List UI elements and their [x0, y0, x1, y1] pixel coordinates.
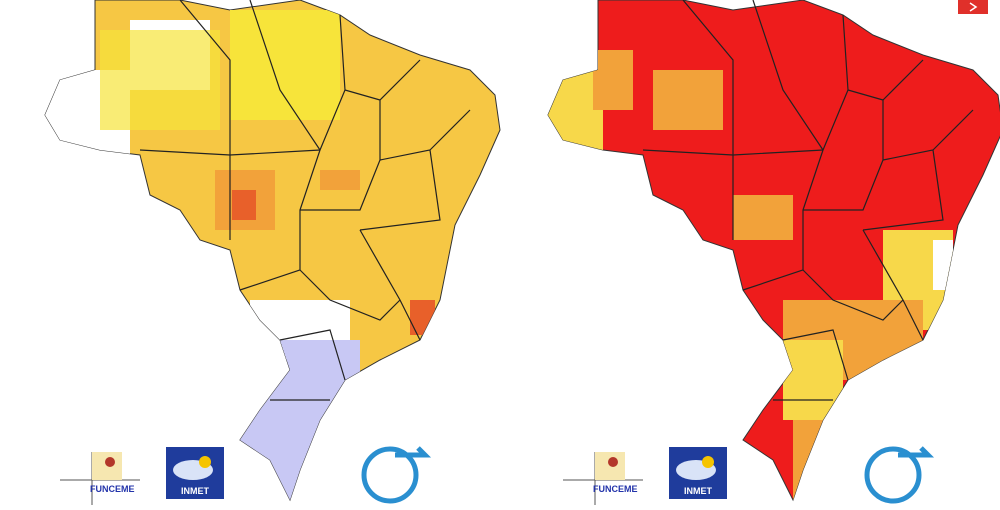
logo-funceme: FUNCEME [60, 452, 140, 505]
logo-label: INMET [684, 486, 713, 496]
logo-label: FUNCEME [90, 484, 135, 494]
logo-inpe [864, 446, 935, 504]
logo-inmet: INMET [166, 447, 224, 499]
logo-inpe [361, 446, 432, 504]
map-panel: FUNCEME INMET [547, 0, 1000, 505]
close-button[interactable] [958, 0, 988, 14]
logo-inmet: INMET [669, 447, 727, 499]
logo-label: FUNCEME [593, 484, 638, 494]
logo-label: INMET [181, 486, 210, 496]
logo-funceme: FUNCEME [563, 452, 643, 505]
map-panel: FUNCEME INMET [44, 0, 501, 505]
